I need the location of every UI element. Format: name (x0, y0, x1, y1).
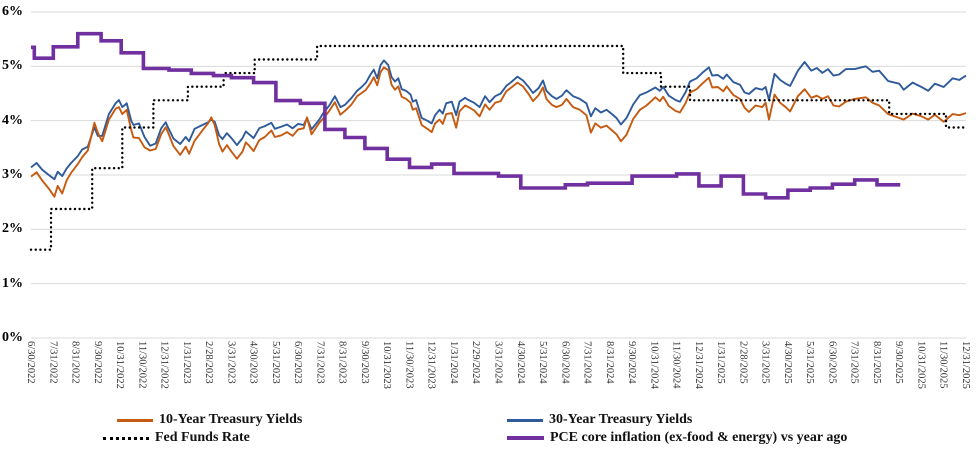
y-tick-label-0pct: 0% (2, 330, 23, 345)
legend-item-pce: PCE core inflation (ex-food & energy) vs… (507, 430, 847, 446)
x-tick-label: 9/30/2023 (358, 341, 370, 384)
x-tick-label: 1/31/2025 (715, 341, 727, 384)
pce-line-swatch-icon (507, 436, 544, 440)
x-tick-label: 11/30/2024 (670, 341, 682, 389)
x-tick-label: 11/30/2025 (937, 341, 949, 389)
y-tick-label-6pct: 6% (2, 4, 23, 19)
fed-funds-dotted-swatch-icon (103, 436, 149, 440)
y-tick-label-1pct: 1% (2, 275, 23, 291)
legend-label-30-year: 30-Year Treasury Yields (549, 412, 693, 427)
x-tick-label: 8/31/2023 (336, 341, 348, 384)
x-tick-label: 6/30/2023 (292, 341, 304, 384)
x-tick-label: 4/30/2024 (514, 341, 526, 384)
x-tick-label: 5/31/2025 (804, 341, 816, 384)
legend-item-fed-funds: Fed Funds Rate (103, 430, 250, 446)
10-year-line-swatch-icon (117, 418, 153, 422)
x-tick-label: 11/30/2023 (403, 341, 415, 389)
series-30-year-line (30, 59, 967, 181)
x-tick-label: 2/28/2023 (203, 341, 215, 384)
series-10-year-line (30, 66, 967, 198)
x-tick-label: 2/28/2025 (737, 341, 749, 384)
x-tick-label: 8/31/2025 (871, 341, 882, 384)
x-tick-label: 6/30/2025 (826, 341, 838, 384)
30-year-line-swatch-icon (507, 418, 543, 422)
x-tick-label: 3/31/2024 (492, 341, 504, 384)
x-tick-label: 6/30/2024 (559, 341, 571, 384)
x-tick-label: 8/31/2022 (69, 341, 81, 384)
series-fed-funds-line (29, 44, 968, 251)
y-tick-label-4pct: 4% (2, 112, 23, 128)
legend-item-30-year: 30-Year Treasury Yields (507, 412, 692, 428)
x-tick-label: 2/29/2024 (470, 341, 482, 384)
x-tick-label: 10/31/2025 (915, 341, 927, 389)
y-tick-label-2pct: 2% (2, 221, 23, 237)
x-tick-label: 9/30/2024 (626, 341, 638, 384)
x-tick-label: 9/30/2025 (893, 341, 905, 384)
x-tick-label: 6/30/2022 (25, 341, 36, 384)
series-pce-inflation-line (31, 31, 901, 200)
legend-label-10-year: 10-Year Treasury Yields (159, 412, 303, 427)
x-tick-label: 7/31/2023 (314, 341, 326, 384)
legend-item-10-year: 10-Year Treasury Yields (117, 412, 302, 428)
x-tick-label: 10/31/2023 (381, 341, 393, 389)
x-tick-label: 12/31/2025 (960, 341, 971, 389)
x-tick-label: 3/31/2025 (759, 341, 771, 384)
x-tick-label: 7/31/2025 (848, 341, 860, 384)
x-tick-label: 7/31/2024 (581, 341, 593, 384)
x-tick-label: 7/31/2022 (47, 341, 59, 384)
x-tick-label: 10/31/2022 (114, 341, 125, 389)
x-tick-label: 3/31/2023 (225, 341, 237, 384)
x-tick-label: 12/31/2022 (158, 341, 170, 389)
x-tick-label: 4/30/2025 (781, 341, 793, 384)
y-tick-label-3pct: 3% (2, 167, 23, 182)
x-tick-label: 11/30/2022 (136, 341, 148, 389)
x-tick-label: 12/31/2023 (425, 341, 437, 389)
x-tick-label: 8/31/2024 (603, 341, 615, 384)
y-tick-label-5pct: 5% (2, 58, 23, 74)
x-tick-label: 12/31/2024 (692, 341, 704, 389)
x-tick-label: 1/31/2024 (448, 341, 459, 384)
x-tick-label: 5/31/2023 (269, 341, 281, 384)
x-tick-label: 5/31/2024 (537, 341, 548, 384)
legend-label-pce: PCE core inflation (ex-food & energy) vs… (550, 430, 848, 445)
x-tick-label: 10/31/2024 (648, 341, 660, 389)
x-tick-label: 9/30/2022 (91, 341, 103, 384)
x-tick-label: 1/31/2023 (180, 341, 192, 384)
legend-label-fed-funds: Fed Funds Rate (155, 430, 250, 445)
x-tick-label: 4/30/2023 (247, 341, 259, 384)
